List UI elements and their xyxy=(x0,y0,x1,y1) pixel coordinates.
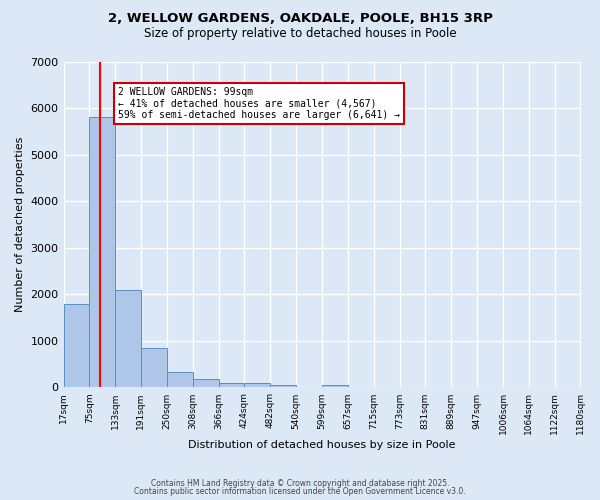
Bar xyxy=(270,384,296,388)
Bar xyxy=(244,383,270,388)
Bar xyxy=(167,372,193,388)
Bar xyxy=(218,383,244,388)
Bar xyxy=(193,380,218,388)
Text: 2 WELLOW GARDENS: 99sqm
← 41% of detached houses are smaller (4,567)
59% of semi: 2 WELLOW GARDENS: 99sqm ← 41% of detache… xyxy=(118,87,400,120)
Bar xyxy=(89,118,115,388)
Y-axis label: Number of detached properties: Number of detached properties xyxy=(15,137,25,312)
Bar xyxy=(141,348,167,388)
Text: Contains HM Land Registry data © Crown copyright and database right 2025.: Contains HM Land Registry data © Crown c… xyxy=(151,478,449,488)
Bar xyxy=(115,290,141,388)
Text: Size of property relative to detached houses in Poole: Size of property relative to detached ho… xyxy=(143,28,457,40)
Bar xyxy=(322,384,348,388)
X-axis label: Distribution of detached houses by size in Poole: Distribution of detached houses by size … xyxy=(188,440,456,450)
Text: 2, WELLOW GARDENS, OAKDALE, POOLE, BH15 3RP: 2, WELLOW GARDENS, OAKDALE, POOLE, BH15 … xyxy=(107,12,493,26)
Text: Contains public sector information licensed under the Open Government Licence v3: Contains public sector information licen… xyxy=(134,487,466,496)
Bar xyxy=(64,304,89,388)
